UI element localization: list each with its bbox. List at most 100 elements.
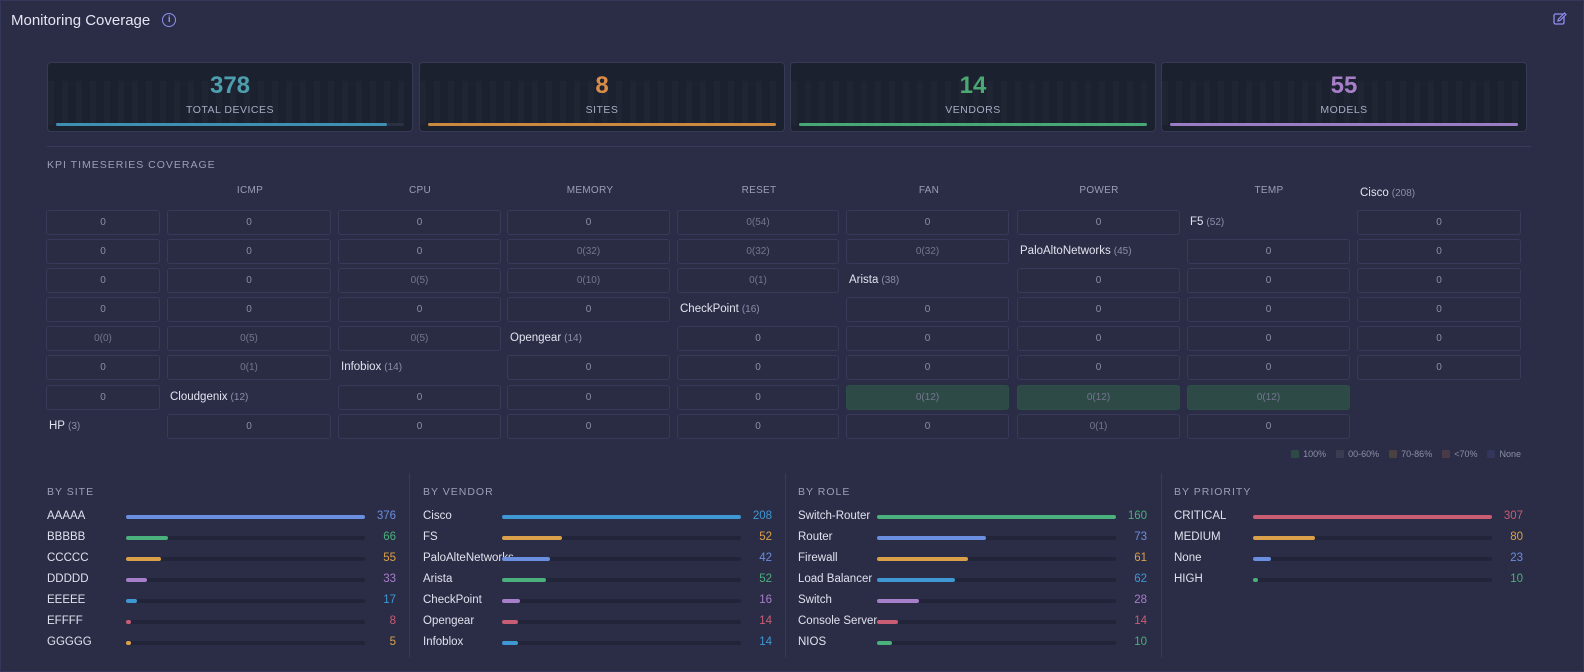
coverage-cell[interactable]: 0	[338, 210, 501, 235]
breakdown-bar-track	[126, 599, 365, 603]
coverage-cell[interactable]: 0	[338, 239, 501, 264]
breakdown-row[interactable]: Opengear 14	[423, 614, 773, 630]
breakdown-row[interactable]: PaloAlteNetworks 42	[423, 551, 773, 567]
coverage-cell[interactable]: 0(5)	[338, 268, 501, 293]
coverage-cell[interactable]: 0	[507, 385, 670, 410]
breakdown-row[interactable]: CCCCC 55	[47, 551, 397, 567]
breakdown-value: 80	[1510, 531, 1523, 543]
coverage-cell[interactable]: 0	[846, 326, 1009, 351]
coverage-cell[interactable]: 0	[1357, 239, 1521, 264]
coverage-cell[interactable]: 0	[167, 268, 331, 293]
coverage-cell[interactable]: 0	[167, 414, 331, 439]
coverage-cell[interactable]: 0	[338, 297, 501, 322]
coverage-cell[interactable]: 0	[1017, 297, 1180, 322]
coverage-cell[interactable]: 0	[46, 268, 160, 293]
coverage-cell[interactable]: 0	[507, 210, 670, 235]
coverage-cell[interactable]: 0(32)	[846, 239, 1009, 264]
breakdown-row[interactable]: Cisco 208	[423, 509, 773, 525]
breakdown-row[interactable]: Switch 28	[798, 593, 1148, 609]
coverage-cell[interactable]: 0	[46, 210, 160, 235]
breakdown-row[interactable]: EFFFF 8	[47, 614, 397, 630]
coverage-cell[interactable]: 0	[46, 239, 160, 264]
breakdown-row[interactable]: MEDIUM 80	[1174, 530, 1524, 546]
coverage-cell[interactable]: 0	[1017, 210, 1180, 235]
coverage-cell[interactable]: 0	[677, 385, 839, 410]
vendor-count: (3)	[67, 421, 81, 432]
coverage-cell[interactable]: 0	[338, 414, 501, 439]
breakdown-row[interactable]: AAAAA 376	[47, 509, 397, 525]
breakdown-value: 52	[759, 573, 772, 585]
coverage-cell[interactable]: 0(5)	[338, 326, 501, 351]
coverage-cell[interactable]: 0	[1187, 268, 1350, 293]
legend-label: 100%	[1303, 449, 1327, 459]
coverage-cell[interactable]: 0	[1017, 268, 1180, 293]
coverage-cell[interactable]: 0(1)	[167, 355, 331, 380]
coverage-cell[interactable]: 0	[846, 355, 1009, 380]
coverage-cell[interactable]: 0(5)	[167, 326, 331, 351]
coverage-cell[interactable]: 0(12)	[1187, 385, 1350, 410]
breakdown-row[interactable]: Infoblox 14	[423, 635, 773, 651]
breakdown-row[interactable]: FS 52	[423, 530, 773, 546]
coverage-cell[interactable]: 0	[1357, 326, 1521, 351]
coverage-cell[interactable]: 0	[167, 239, 331, 264]
coverage-cell[interactable]: 0	[1187, 297, 1350, 322]
coverage-cell[interactable]: 0	[846, 210, 1009, 235]
coverage-cell[interactable]: 0	[507, 297, 670, 322]
breakdown-row[interactable]: DDDDD 33	[47, 572, 397, 588]
info-icon[interactable]: i	[162, 13, 177, 27]
coverage-cell[interactable]: 0	[1017, 355, 1180, 380]
coverage-cell[interactable]: 0(10)	[507, 268, 670, 293]
coverage-cell[interactable]: 0	[338, 385, 501, 410]
stat-label: MODELS	[1320, 104, 1368, 116]
coverage-cell[interactable]: 0(1)	[1017, 414, 1180, 439]
coverage-cell[interactable]: 0	[46, 355, 160, 380]
breakdown-row[interactable]: CRITICAL 307	[1174, 509, 1524, 525]
breakdown-bar-track	[1253, 578, 1492, 582]
coverage-cell[interactable]: 0	[1357, 210, 1521, 235]
breakdown-row[interactable]: BBBBB 66	[47, 530, 397, 546]
coverage-cell[interactable]: 0	[1357, 297, 1521, 322]
coverage-cell[interactable]: 0	[677, 355, 839, 380]
coverage-cell[interactable]: 0	[167, 297, 331, 322]
breakdown-row[interactable]: Arista 52	[423, 572, 773, 588]
coverage-cell[interactable]: 0	[1017, 326, 1180, 351]
coverage-cell[interactable]: 0	[846, 414, 1009, 439]
coverage-cell[interactable]: 0	[167, 210, 331, 235]
coverage-cell[interactable]: 0(0)	[46, 326, 160, 351]
breakdown-row[interactable]: Switch-Router 160	[798, 509, 1148, 525]
breakdown-row[interactable]: None 23	[1174, 551, 1524, 567]
coverage-cell[interactable]: 0(1)	[677, 268, 839, 293]
coverage-cell[interactable]: 0	[507, 355, 670, 380]
coverage-cell[interactable]: 0(12)	[846, 385, 1009, 410]
breakdown-bar-track	[1253, 557, 1492, 561]
coverage-cell[interactable]: 0	[846, 297, 1009, 322]
section-title: BY ROLE	[798, 486, 851, 498]
breakdown-row[interactable]: EEEEE 17	[47, 593, 397, 609]
breakdown-row[interactable]: Router 73	[798, 530, 1148, 546]
vendor-name: Cloudgenix	[170, 391, 228, 403]
coverage-cell[interactable]: 0	[46, 297, 160, 322]
coverage-cell[interactable]: 0(32)	[677, 239, 839, 264]
coverage-cell[interactable]: 0	[507, 414, 670, 439]
breakdown-row[interactable]: Load Balancer 62	[798, 572, 1148, 588]
breakdown-row[interactable]: GGGGG 5	[47, 635, 397, 651]
section-divider	[409, 473, 410, 657]
breakdown-row[interactable]: NIOS 10	[798, 635, 1148, 651]
coverage-cell[interactable]: 0	[1187, 239, 1350, 264]
coverage-cell[interactable]: 0	[1187, 414, 1350, 439]
breakdown-row[interactable]: Console Server 14	[798, 614, 1148, 630]
coverage-cell[interactable]: 0	[1187, 326, 1350, 351]
coverage-cell[interactable]: 0(32)	[507, 239, 670, 264]
coverage-cell[interactable]: 0	[46, 385, 160, 410]
coverage-cell[interactable]: 0	[1357, 268, 1521, 293]
coverage-cell[interactable]: 0	[677, 326, 839, 351]
breakdown-row[interactable]: HIGH 10	[1174, 572, 1524, 588]
edit-icon[interactable]	[1553, 12, 1567, 26]
coverage-cell[interactable]: 0	[1187, 355, 1350, 380]
coverage-cell[interactable]: 0	[677, 414, 839, 439]
coverage-cell[interactable]: 0(12)	[1017, 385, 1180, 410]
breakdown-row[interactable]: Firewall 61	[798, 551, 1148, 567]
breakdown-row[interactable]: CheckPoint 16	[423, 593, 773, 609]
coverage-cell[interactable]: 0	[1357, 355, 1521, 380]
coverage-cell[interactable]: 0(54)	[677, 210, 839, 235]
